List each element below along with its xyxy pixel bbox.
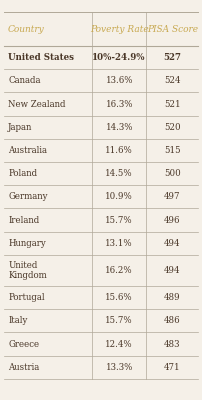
Text: Ireland: Ireland — [8, 216, 39, 224]
Text: 483: 483 — [164, 340, 180, 348]
Text: 15.7%: 15.7% — [105, 316, 133, 325]
Text: Italy: Italy — [8, 316, 27, 325]
Text: Poland: Poland — [8, 169, 37, 178]
Text: Germany: Germany — [8, 192, 48, 201]
Text: 524: 524 — [164, 76, 180, 85]
Text: 497: 497 — [164, 192, 180, 201]
Text: 13.1%: 13.1% — [105, 239, 133, 248]
Text: 15.7%: 15.7% — [105, 216, 133, 224]
Text: 14.3%: 14.3% — [105, 123, 133, 132]
Text: PISA Score: PISA Score — [147, 24, 198, 34]
Text: 494: 494 — [164, 266, 180, 275]
Text: Country: Country — [8, 24, 45, 34]
Text: 521: 521 — [164, 100, 181, 108]
Text: 486: 486 — [164, 316, 181, 325]
Text: 13.6%: 13.6% — [105, 76, 133, 85]
Text: 494: 494 — [164, 239, 180, 248]
Text: 500: 500 — [164, 169, 181, 178]
Text: United
Kingdom: United Kingdom — [8, 261, 47, 280]
Text: 16.2%: 16.2% — [105, 266, 133, 275]
Text: Canada: Canada — [8, 76, 41, 85]
Text: 12.4%: 12.4% — [105, 340, 133, 348]
Text: Portugal: Portugal — [8, 293, 45, 302]
Text: Austria: Austria — [8, 363, 39, 372]
Text: 527: 527 — [163, 53, 181, 62]
Text: 15.6%: 15.6% — [105, 293, 133, 302]
Text: Hungary: Hungary — [8, 239, 46, 248]
Text: Japan: Japan — [8, 123, 33, 132]
Text: United States: United States — [8, 53, 74, 62]
Text: 10%-24.9%: 10%-24.9% — [93, 53, 146, 62]
Text: 14.5%: 14.5% — [105, 169, 133, 178]
Text: 471: 471 — [164, 363, 181, 372]
Text: 496: 496 — [164, 216, 180, 224]
Text: 13.3%: 13.3% — [105, 363, 133, 372]
Text: Greece: Greece — [8, 340, 39, 348]
Text: 10.9%: 10.9% — [105, 192, 133, 201]
Text: 515: 515 — [164, 146, 181, 155]
Text: Australia: Australia — [8, 146, 47, 155]
Text: Poverty Rate: Poverty Rate — [90, 24, 148, 34]
Text: 489: 489 — [164, 293, 181, 302]
Text: 520: 520 — [164, 123, 181, 132]
Text: 11.6%: 11.6% — [105, 146, 133, 155]
Text: 16.3%: 16.3% — [105, 100, 133, 108]
Text: New Zealand: New Zealand — [8, 100, 66, 108]
